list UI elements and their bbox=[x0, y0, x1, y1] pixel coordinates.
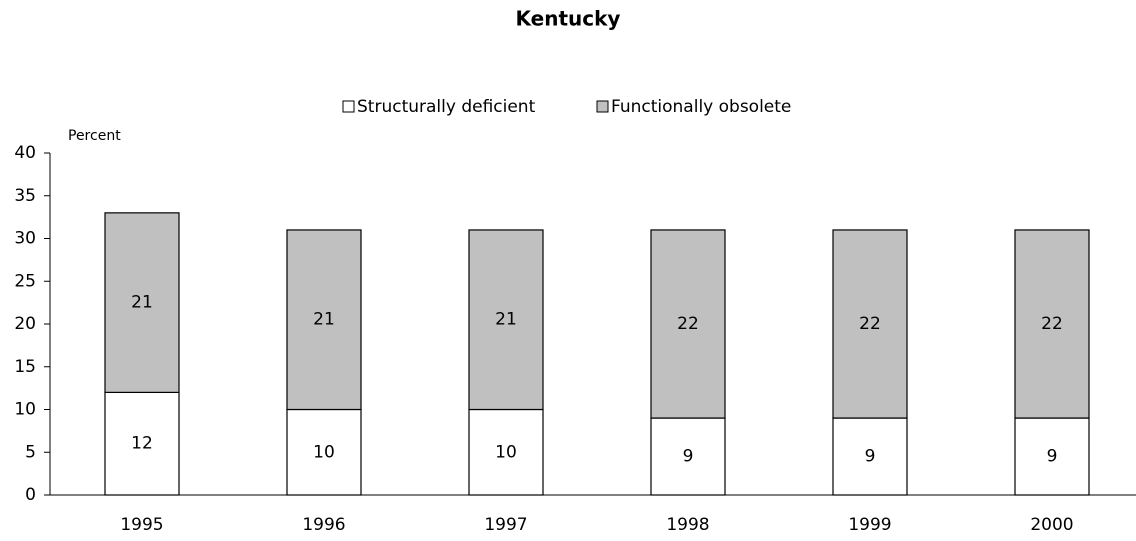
legend-swatch bbox=[342, 100, 355, 113]
legend-swatch bbox=[596, 100, 609, 113]
data-label: 10 bbox=[313, 442, 335, 462]
y-axis-label: Percent bbox=[68, 128, 121, 144]
bar-segment bbox=[1014, 417, 1090, 496]
y-tick-label: 35 bbox=[14, 186, 36, 206]
bar-segment bbox=[286, 229, 362, 411]
data-label: 21 bbox=[495, 310, 517, 330]
y-tick-label: 25 bbox=[14, 271, 36, 291]
y-tick-label: 40 bbox=[14, 143, 36, 163]
y-tick-label: 0 bbox=[25, 485, 36, 505]
data-label: 9 bbox=[1047, 447, 1058, 467]
legend-label: Structurally deficient bbox=[357, 97, 536, 117]
bar-segment bbox=[650, 229, 726, 419]
bar-segment bbox=[468, 408, 544, 496]
data-label: 22 bbox=[859, 314, 881, 334]
x-tick-label: 1995 bbox=[120, 515, 163, 535]
y-tick-label: 10 bbox=[14, 400, 36, 420]
data-label: 22 bbox=[677, 314, 699, 334]
bar-segment bbox=[1014, 229, 1090, 419]
x-tick-label: 1996 bbox=[302, 515, 345, 535]
chart-title: Kentucky bbox=[516, 7, 621, 31]
y-tick-label: 20 bbox=[14, 314, 36, 334]
x-tick-label: 2000 bbox=[1030, 515, 1073, 535]
data-label: 9 bbox=[865, 447, 876, 467]
data-label: 10 bbox=[495, 442, 517, 462]
data-label: 21 bbox=[131, 293, 153, 313]
data-label: 9 bbox=[683, 447, 694, 467]
x-tick-label: 1999 bbox=[848, 515, 891, 535]
x-tick-label: 1998 bbox=[666, 515, 709, 535]
x-tick-label: 1997 bbox=[484, 515, 527, 535]
y-tick-label: 15 bbox=[14, 357, 36, 377]
bar-segment bbox=[832, 417, 908, 496]
data-label: 21 bbox=[313, 310, 335, 330]
legend-label: Functionally obsolete bbox=[611, 97, 791, 117]
y-tick-label: 5 bbox=[25, 442, 36, 462]
bar-segment bbox=[104, 212, 180, 394]
bar-segment bbox=[650, 417, 726, 496]
data-label: 12 bbox=[131, 434, 153, 454]
bar-segment bbox=[832, 229, 908, 419]
data-label: 22 bbox=[1041, 314, 1063, 334]
y-tick-label: 30 bbox=[14, 229, 36, 249]
bar-segment bbox=[468, 229, 544, 411]
